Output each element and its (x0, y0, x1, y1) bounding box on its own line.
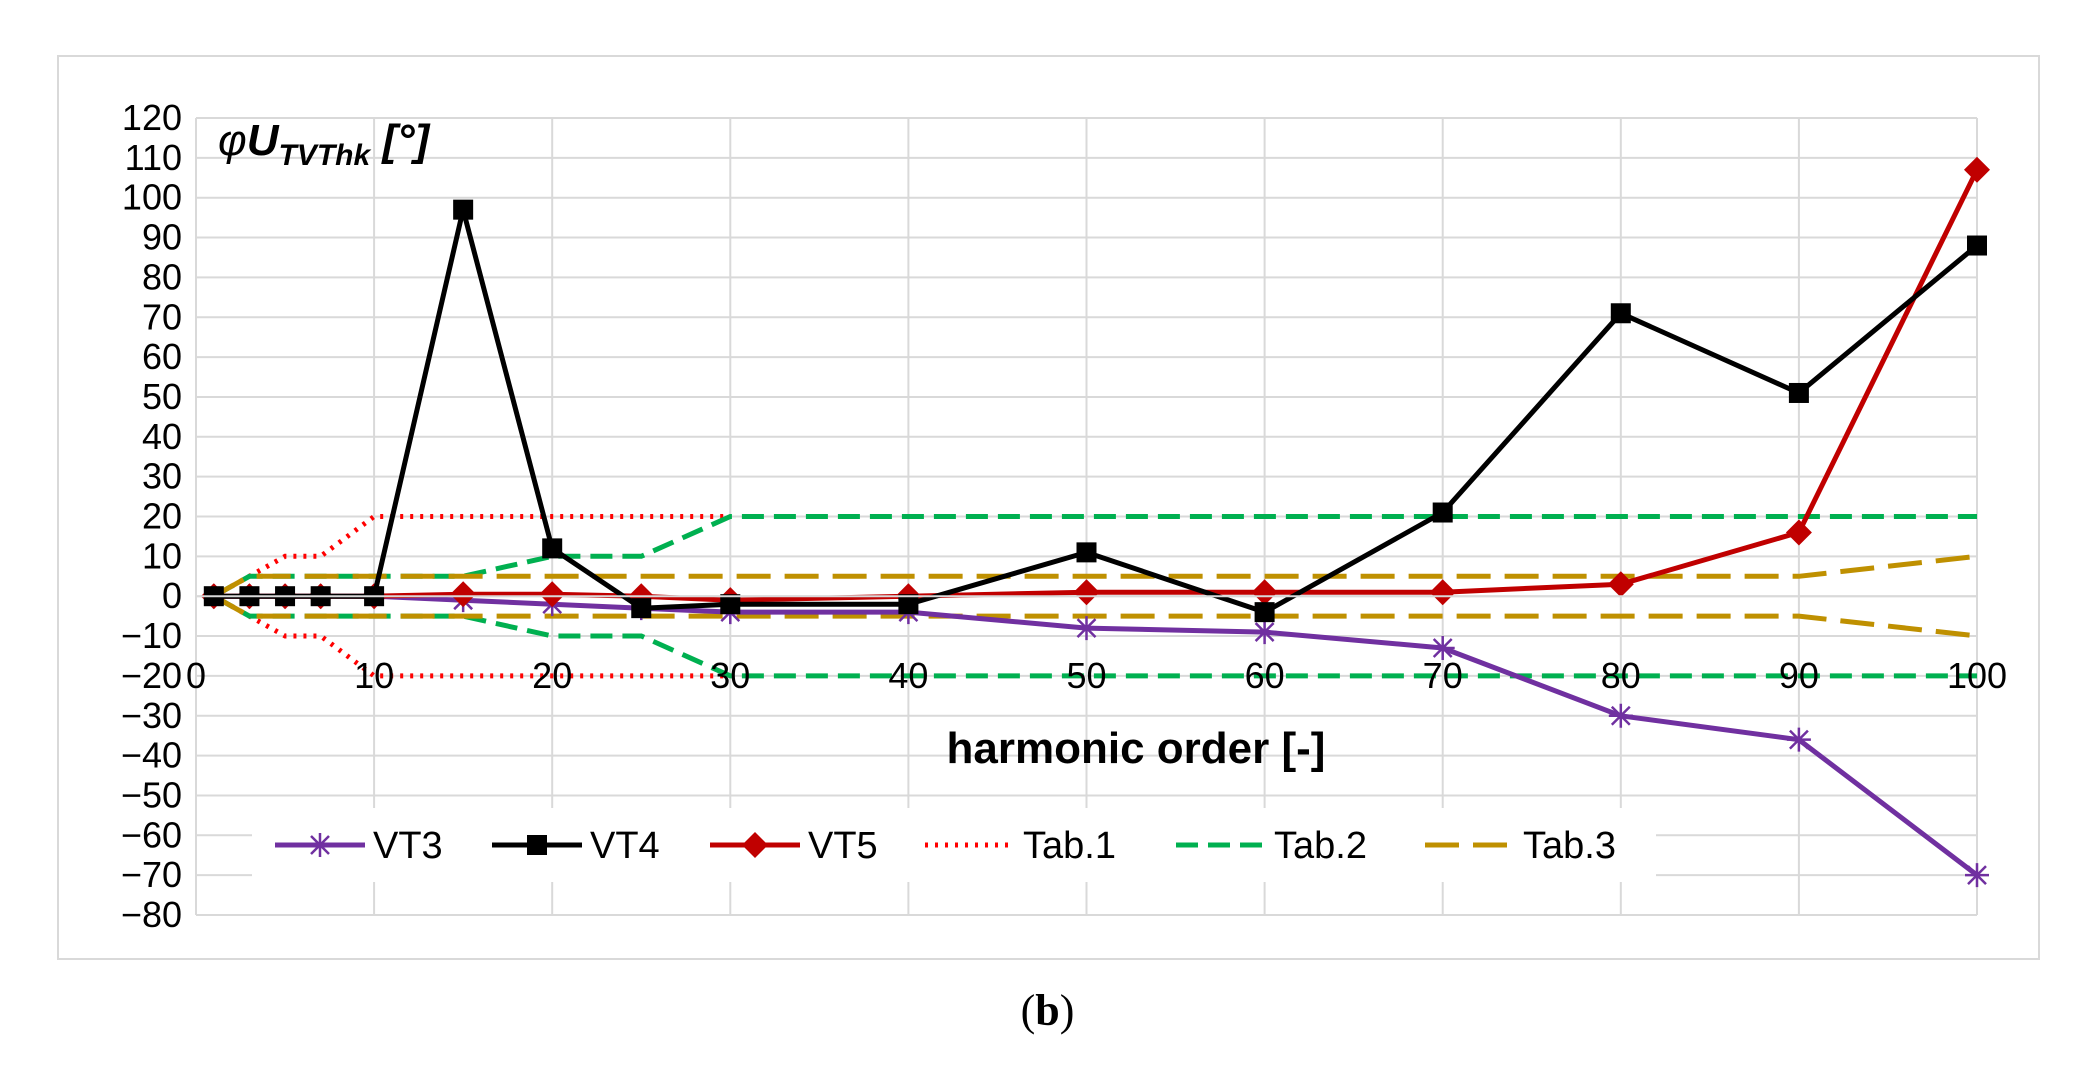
point-vt3 (1786, 727, 1811, 752)
legend-item-tab2: Tab.2 (1176, 825, 1367, 867)
y-axis-label-main: U (247, 116, 280, 165)
point-vt5 (450, 581, 477, 608)
legend-background (252, 808, 1656, 882)
x-tick-label: 30 (710, 655, 750, 696)
y-tick-label: 100 (122, 177, 182, 218)
y-tick-label: 80 (142, 256, 182, 297)
x-axis-label: harmonic order [-] (947, 724, 1326, 773)
y-tick-label: −60 (121, 814, 182, 855)
limit-tab2-upper (212, 514, 1977, 599)
x-tick-label: 60 (1245, 655, 1285, 696)
point-vt4 (542, 538, 563, 559)
limit-tab2-lower (212, 594, 1977, 679)
x-axis-ticks: 0 10 20 30 40 50 60 70 80 90 100 (186, 655, 2007, 696)
point-vt5 (1073, 579, 1100, 606)
y-tick-label: 120 (122, 97, 182, 138)
y-tick-label: −40 (121, 735, 182, 776)
y-tick-label: −20 (121, 655, 182, 696)
y-tick-label: 60 (142, 336, 182, 377)
y-tick-label: 0 (162, 575, 182, 616)
x-tick-label: 0 (186, 655, 206, 696)
point-vt3 (1252, 620, 1277, 645)
point-vt5 (539, 581, 566, 608)
x-tick-label: 40 (888, 655, 928, 696)
point-vt5 (1785, 519, 1812, 546)
y-tick-label: 110 (125, 137, 182, 178)
y-tick-label: 70 (142, 296, 182, 337)
legend-item-tab1: Tab.1 (925, 825, 1116, 867)
caption-close: ) (1059, 986, 1075, 1035)
legend-marker-vt5 (742, 832, 768, 858)
point-vt3 (1430, 636, 1455, 661)
legend-item-vt4: VT4 (492, 825, 660, 867)
series-vt4 (203, 199, 1987, 623)
y-tick-label: 20 (142, 496, 182, 537)
x-tick-label: 70 (1423, 655, 1463, 696)
legend-marker-vt3 (308, 833, 332, 857)
y-axis-label-sub: TVThk (278, 139, 371, 172)
point-vt4 (631, 598, 652, 619)
legend-label-vt5: VT5 (808, 825, 878, 867)
point-vt3 (1965, 863, 1989, 888)
point-vt4 (453, 199, 474, 220)
point-vt4 (1076, 542, 1097, 563)
y-axis-label: φUTVThk [°] (218, 116, 431, 172)
x-tick-label: 100 (1947, 655, 2007, 696)
point-vt4 (898, 594, 919, 615)
x-tick-label: 10 (354, 655, 394, 696)
legend-label-vt3: VT3 (373, 825, 443, 867)
y-tick-label: 10 (142, 535, 182, 576)
y-tick-label: 40 (142, 416, 182, 457)
point-vt4 (1967, 235, 1987, 256)
legend-label-vt4: VT4 (590, 825, 660, 867)
point-vt3 (1074, 616, 1099, 641)
y-tick-label: 30 (142, 456, 182, 497)
y-axis-ticks: 1201101009080706050403020100−10−20−30−40… (121, 97, 182, 935)
point-vt4 (1254, 602, 1275, 623)
point-vt5 (1607, 571, 1634, 598)
x-tick-label: 20 (532, 655, 572, 696)
figure-caption: (b) (0, 985, 2095, 1036)
legend-item-tab3: Tab.3 (1425, 825, 1616, 867)
point-vt5 (1251, 579, 1278, 606)
x-tick-label: 80 (1601, 655, 1641, 696)
point-vt4 (720, 594, 741, 615)
x-tick-label: 50 (1066, 655, 1106, 696)
data-series (200, 156, 1990, 888)
y-tick-label: −80 (121, 894, 182, 935)
legend-label-tab1: Tab.1 (1023, 825, 1116, 867)
legend: VT3 VT4 VT5 Tab.1 Tab.2 Tab.3 (252, 808, 1656, 882)
y-tick-label: −70 (121, 854, 182, 895)
y-axis-label-phi: φ (218, 116, 247, 165)
limit-tab1-lower (212, 594, 731, 679)
y-tick-label: −10 (121, 615, 182, 656)
limit-tab3-lower (212, 594, 1978, 639)
point-vt5 (1964, 156, 1990, 183)
y-axis-label-unit: [°] (370, 116, 430, 165)
caption-open: ( (1020, 986, 1036, 1035)
point-vt4 (1610, 303, 1631, 324)
legend-item-vt3: VT3 (275, 825, 443, 867)
point-vt4 (1432, 502, 1453, 523)
y-tick-label: −30 (121, 695, 182, 736)
point-vt3 (1608, 703, 1633, 728)
legend-label-tab2: Tab.2 (1274, 825, 1367, 867)
limit-tab3-upper (212, 553, 1978, 599)
caption-letter: b (1035, 986, 1060, 1035)
limit-lines (212, 514, 1978, 679)
legend-label-tab3: Tab.3 (1523, 825, 1616, 867)
x-tick-label: 90 (1779, 655, 1819, 696)
y-tick-label: 90 (142, 217, 182, 258)
y-tick-label: 50 (142, 376, 182, 417)
legend-item-vt5: VT5 (710, 825, 878, 867)
y-tick-label: −50 (121, 774, 182, 815)
point-vt4 (1788, 382, 1809, 403)
series-vt5-line (213, 168, 1980, 603)
point-vt5 (1429, 579, 1456, 606)
limit-tab1-upper (212, 514, 731, 599)
legend-marker-vt4 (527, 835, 547, 855)
